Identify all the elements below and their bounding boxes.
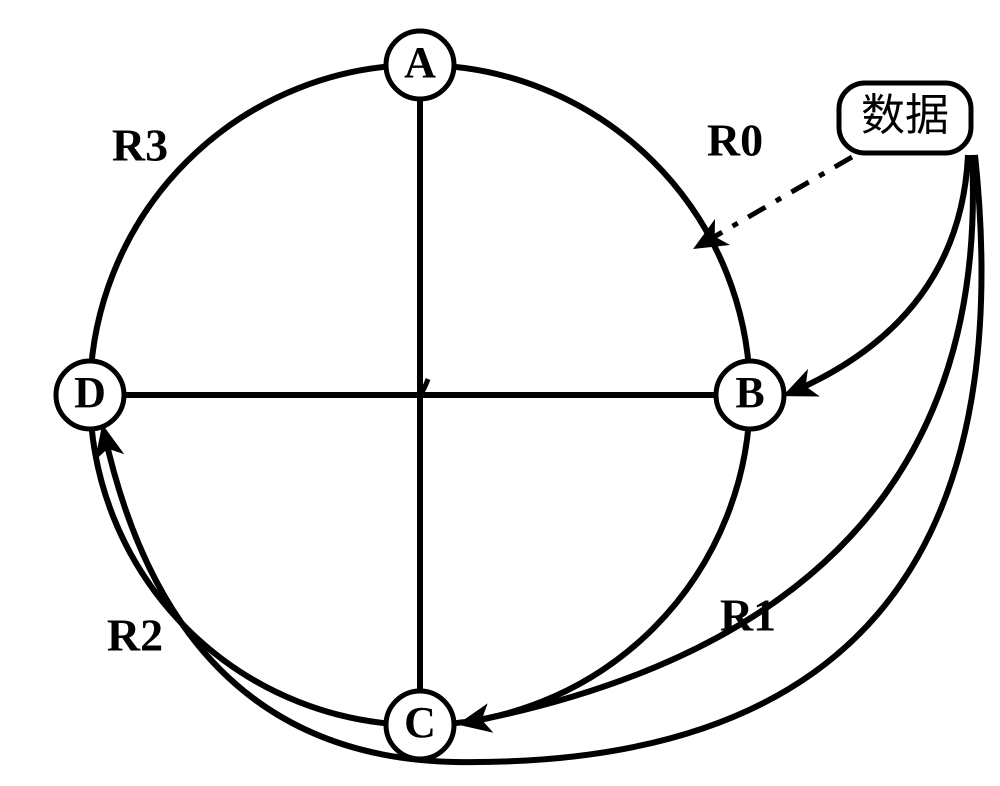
svg-text:数据: 数据 [861,91,949,140]
label-r2: R2 [107,610,163,661]
edge-data-to-b [790,155,968,393]
node-c: C [386,691,454,759]
node-d: D [56,361,124,429]
svg-text:A: A [404,38,436,87]
label-r0: R0 [707,115,763,166]
svg-text:C: C [404,698,436,747]
edge-data-to-r0 [700,157,852,245]
node-a: A [386,31,454,99]
data-box: 数据 [839,83,971,153]
node-b: B [716,361,784,429]
label-r1: R1 [720,590,776,641]
svg-text:B: B [735,368,764,417]
label-r3: R3 [112,120,168,171]
ring-diagram: R0 R1 R2 R3 A B C D 数据 [0,0,1000,786]
svg-text:D: D [74,368,106,417]
